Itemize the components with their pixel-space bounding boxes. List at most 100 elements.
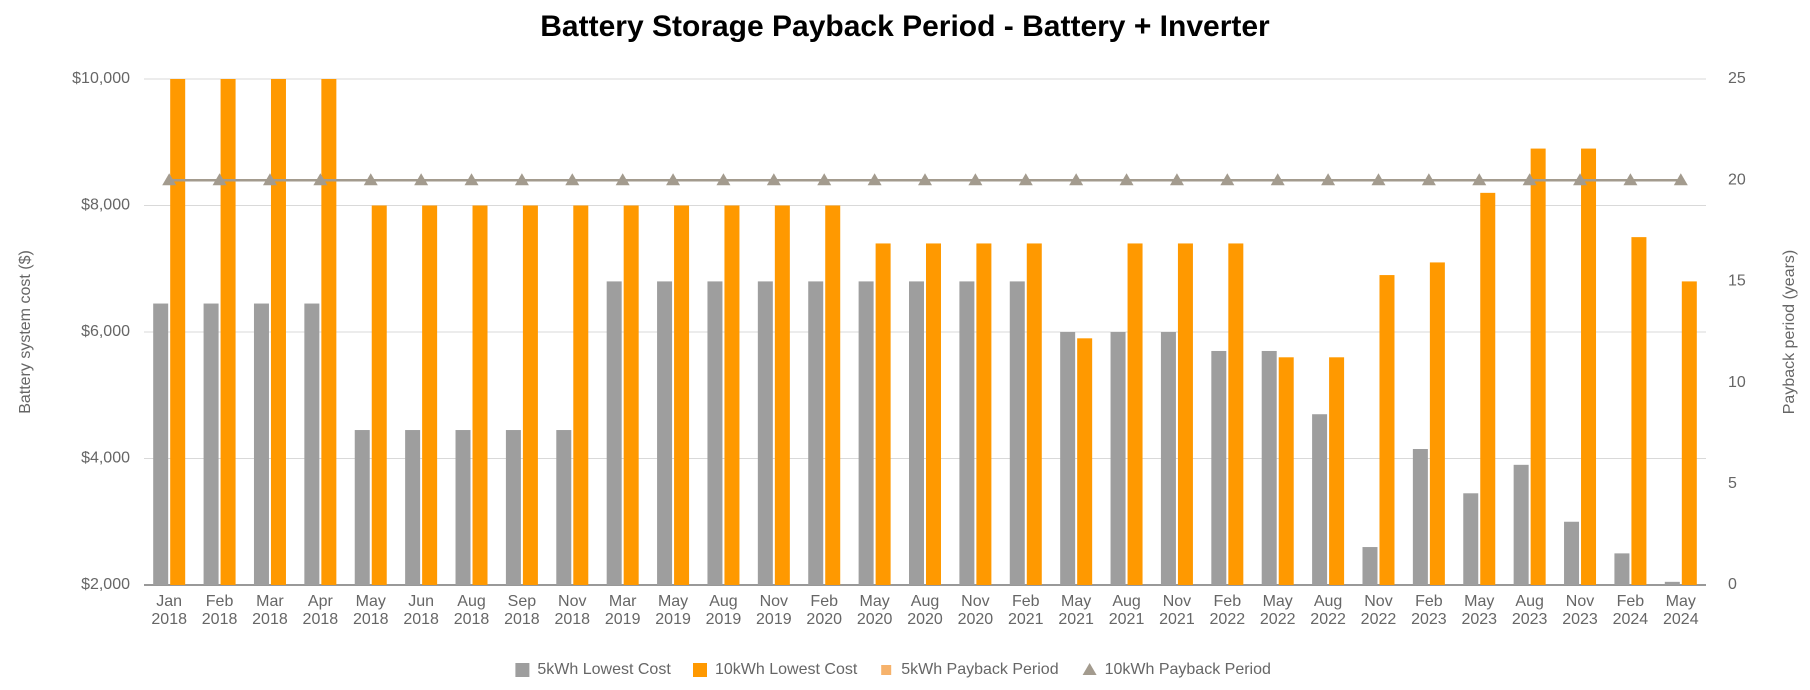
x-tick-label: May 2018 <box>352 593 389 628</box>
x-tick-label: May 2023 <box>1461 593 1498 628</box>
x-tick-label: May 2020 <box>856 593 893 628</box>
y-tick-label: $2,000 <box>81 576 130 593</box>
x-tick-label: Aug 2023 <box>1511 593 1548 628</box>
y-tick-label: $10,000 <box>72 70 130 87</box>
marker <box>1371 173 1386 186</box>
bar <box>1362 547 1378 585</box>
bar <box>707 281 723 585</box>
x-tick-label: Apr 2018 <box>302 593 339 628</box>
bar <box>858 281 874 585</box>
bar <box>1009 281 1025 585</box>
marker <box>1069 173 1084 186</box>
marker <box>565 173 580 186</box>
x-tick-label: Feb 2021 <box>1007 593 1044 628</box>
x-tick-label: Nov 2019 <box>756 593 792 628</box>
y2-tick-label: 20 <box>1728 171 1746 188</box>
bar <box>1530 148 1546 585</box>
marker <box>766 173 781 186</box>
bar <box>909 281 924 585</box>
legend-label: 5kWh Lowest Cost <box>537 661 671 678</box>
marker <box>1472 173 1487 186</box>
marker <box>1018 173 1033 186</box>
bar <box>1681 281 1697 585</box>
x-tick-label: Mar 2018 <box>252 593 288 628</box>
bar <box>1329 357 1345 585</box>
bar <box>472 205 488 585</box>
bar <box>1480 192 1496 585</box>
bar <box>1278 357 1294 585</box>
y-tick-label: $6,000 <box>81 323 130 340</box>
bar <box>825 205 841 585</box>
x-tick-label: Aug 2021 <box>1108 593 1145 628</box>
marker <box>1673 173 1688 186</box>
y-tick-label: $4,000 <box>81 450 130 467</box>
bar <box>1177 243 1193 585</box>
marker <box>1321 173 1336 186</box>
legend-marker <box>515 663 530 677</box>
marker <box>1573 173 1588 186</box>
marker <box>1169 173 1184 186</box>
bar <box>354 430 370 585</box>
legend-label: 10kWh Lowest Cost <box>715 661 858 678</box>
x-tick-label: Nov 2020 <box>957 593 994 628</box>
bar <box>371 205 387 585</box>
legend-marker <box>881 665 892 675</box>
marker <box>1119 173 1134 186</box>
chart-title: Battery Storage Payback Period - Battery… <box>540 10 1270 43</box>
marker <box>262 173 277 186</box>
bar <box>959 281 975 585</box>
x-tick-label: Feb 2023 <box>1411 593 1447 628</box>
marker <box>918 173 932 186</box>
x-tick-label: Feb 2022 <box>1209 593 1246 628</box>
marker <box>666 173 681 186</box>
bar <box>1160 332 1176 585</box>
bar <box>1429 262 1445 585</box>
marker <box>716 173 731 186</box>
bar <box>724 205 740 585</box>
x-tick-label: Aug 2020 <box>907 593 943 628</box>
marker <box>968 173 983 186</box>
marker <box>464 173 479 186</box>
bar <box>170 79 186 585</box>
bar <box>875 243 891 585</box>
y2-tick-label: 5 <box>1728 475 1737 492</box>
x-tick-label: Feb 2018 <box>201 593 238 628</box>
x-tick-label: Mar 2019 <box>604 593 641 628</box>
bar <box>1110 332 1126 585</box>
bar <box>623 205 639 585</box>
bar <box>1564 521 1580 585</box>
y-axis-label: Battery system cost ($) <box>17 250 34 414</box>
x-tick-label: May 2024 <box>1663 593 1699 628</box>
x-tick-label: Jun 2018 <box>403 593 439 628</box>
legend-label: 5kWh Payback Period <box>901 661 1058 678</box>
bar <box>976 243 992 585</box>
marker <box>615 173 630 186</box>
bar <box>1412 449 1428 585</box>
y2-tick-label: 25 <box>1728 70 1746 87</box>
bar <box>1228 243 1244 585</box>
x-tick-label: Nov 2022 <box>1360 593 1397 628</box>
bar <box>203 303 219 585</box>
bar <box>657 281 673 585</box>
marker <box>414 173 429 186</box>
bar <box>573 205 589 585</box>
x-tick-label: Feb 2024 <box>1612 593 1649 628</box>
marker <box>162 173 177 186</box>
bar <box>1211 350 1227 585</box>
marker <box>212 173 227 186</box>
bar <box>153 303 169 585</box>
legend-marker <box>1082 663 1097 675</box>
legend-label: 10kWh Payback Period <box>1105 661 1271 678</box>
marker <box>313 173 328 186</box>
x-tick-label: Feb 2020 <box>806 593 843 628</box>
bar <box>455 430 471 585</box>
bar <box>522 205 538 585</box>
y-tick-label: $8,000 <box>81 197 130 214</box>
marker <box>867 173 882 186</box>
x-tick-label: May 2022 <box>1259 593 1296 628</box>
x-tick-label: Aug 2018 <box>453 593 490 628</box>
bar <box>1664 581 1680 585</box>
x-tick-label: Sep 2018 <box>504 593 540 628</box>
marker <box>1623 173 1638 186</box>
